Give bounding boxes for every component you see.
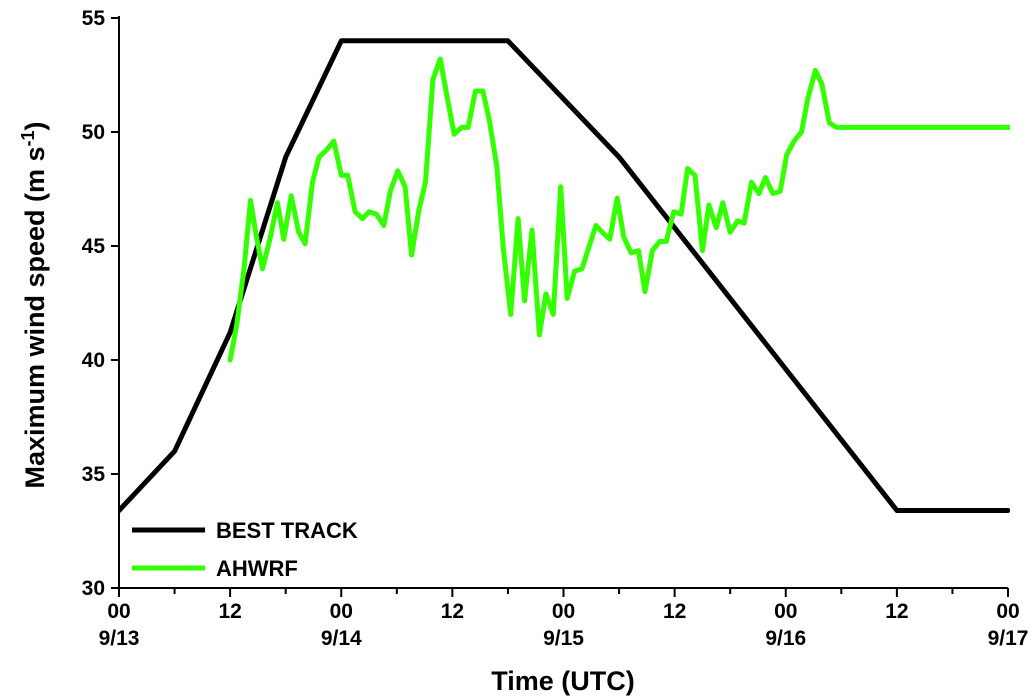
x-tick-label-hour: 12 xyxy=(885,600,908,623)
y-axis-title: Maximum wind speed (m s-1) xyxy=(18,121,50,488)
x-tick-label-hour: 12 xyxy=(441,600,464,623)
x-axis-title: Time (UTC) xyxy=(491,666,635,696)
x-tick-label-hour: 00 xyxy=(552,600,575,623)
series-layer xyxy=(119,38,1010,513)
x-tick-label-hour: 12 xyxy=(663,600,686,623)
y-tick-label: 40 xyxy=(82,349,105,372)
legend-label-ahwrf: AHWRF xyxy=(216,556,298,581)
y-tick-label: 55 xyxy=(82,7,106,30)
axes-layer: 30 35 40 45 50 55 00 9/13 12 00 9/14 12 00 9/15 12 00 9/… xyxy=(82,7,1029,650)
y-axis-title-superscript: -1 xyxy=(18,130,38,146)
y-tick-label: 45 xyxy=(82,235,106,258)
y-axis-title-main: Maximum wind speed (m s xyxy=(20,146,50,488)
legend-label-best-track: BEST TRACK xyxy=(216,518,358,543)
x-tick-label-hour: 12 xyxy=(218,600,241,623)
series-line-ahwrf xyxy=(227,56,1010,363)
x-tick-label-hour: 00 xyxy=(774,600,797,623)
series-line-best-track xyxy=(119,38,1010,513)
y-tick-label: 30 xyxy=(82,577,105,600)
x-tick-label-hour: 00 xyxy=(996,600,1019,623)
x-tick-label-hour: 00 xyxy=(330,600,353,623)
y-tick-label: 35 xyxy=(82,463,106,486)
x-tick-label-date: 9/17 xyxy=(988,627,1029,650)
legend: BEST TRACK AHWRF xyxy=(132,518,358,581)
y-axis-title-close: ) xyxy=(20,121,50,130)
x-tick-label-date: 9/13 xyxy=(99,627,140,650)
x-tick-label-date: 9/14 xyxy=(321,627,362,650)
y-tick-label: 50 xyxy=(82,121,105,144)
x-tick-label-date: 9/16 xyxy=(765,627,806,650)
x-tick-label-date: 9/15 xyxy=(543,627,584,650)
x-tick-label-hour: 00 xyxy=(107,600,130,623)
